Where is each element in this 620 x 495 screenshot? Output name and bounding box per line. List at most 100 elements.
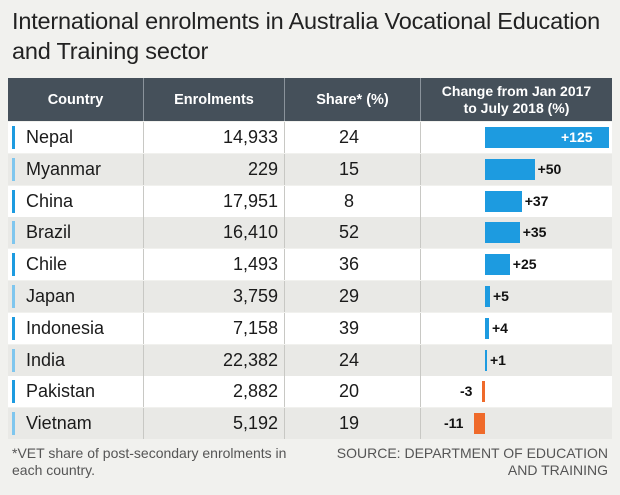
column-divider bbox=[143, 153, 144, 185]
column-divider bbox=[284, 312, 285, 344]
change-label: +37 bbox=[524, 192, 549, 209]
column-divider bbox=[420, 312, 421, 344]
change-bar bbox=[474, 413, 485, 435]
change-label: +50 bbox=[537, 160, 562, 177]
column-divider bbox=[420, 344, 421, 376]
column-divider bbox=[420, 408, 421, 440]
change-label: +4 bbox=[491, 319, 508, 336]
enrolments-cell: 17,951 bbox=[222, 190, 278, 211]
share-cell: 8 bbox=[343, 190, 354, 211]
header-share: Share* (%) bbox=[316, 91, 389, 108]
column-divider bbox=[420, 122, 421, 153]
table-row: Vietnam 5,192 19 -11 bbox=[8, 408, 612, 440]
country-cell: Japan bbox=[26, 286, 76, 306]
column-divider bbox=[284, 122, 285, 153]
enrolments-cell: 2,882 bbox=[232, 381, 278, 402]
header-divider bbox=[143, 78, 144, 121]
share-cell: 36 bbox=[338, 254, 360, 275]
change-bar bbox=[485, 286, 490, 307]
enrolments-cell: 5,192 bbox=[232, 413, 278, 434]
country-cell: India bbox=[26, 349, 66, 370]
share-cell: 24 bbox=[338, 127, 360, 147]
change-label: +5 bbox=[492, 288, 509, 304]
column-divider bbox=[420, 249, 421, 281]
column-divider bbox=[420, 217, 421, 249]
enrolments-cell: 1,493 bbox=[232, 254, 278, 275]
table-row: Nepal 14,933 24 +125 bbox=[8, 122, 612, 153]
enrolments-cell: 229 bbox=[247, 158, 278, 179]
change-bar bbox=[485, 254, 510, 276]
chart-title: International enrolments in Australia Vo… bbox=[12, 8, 601, 64]
enrolments-cell: 14,933 bbox=[222, 127, 278, 147]
column-divider bbox=[420, 376, 421, 408]
enrolments-cell: 16,410 bbox=[222, 222, 278, 243]
country-cell: Brazil bbox=[26, 222, 72, 243]
change-bar bbox=[485, 158, 535, 180]
table-row: Indonesia 7,158 39 +4 bbox=[8, 312, 612, 344]
country-cell: Myanmar bbox=[26, 158, 102, 179]
change-label: +1 bbox=[490, 351, 506, 368]
change-bar bbox=[485, 190, 522, 212]
share-cell: 39 bbox=[338, 317, 360, 338]
header-enrolments: Enrolments bbox=[174, 91, 254, 108]
country-cell: Vietnam bbox=[26, 413, 92, 434]
row-accent-marker bbox=[12, 126, 15, 149]
row-accent-marker bbox=[12, 285, 15, 308]
country-cell: Indonesia bbox=[26, 317, 105, 338]
row-accent-marker bbox=[12, 157, 15, 181]
change-label: +25 bbox=[512, 256, 537, 273]
row-accent-marker bbox=[12, 316, 15, 340]
row-accent-marker bbox=[12, 221, 15, 245]
column-divider bbox=[143, 376, 144, 408]
header-divider bbox=[284, 78, 285, 121]
change-bar bbox=[485, 317, 489, 339]
country-cell: Pakistan bbox=[26, 381, 96, 402]
country-cell: Nepal bbox=[26, 127, 74, 147]
column-divider bbox=[284, 376, 285, 408]
column-divider bbox=[284, 217, 285, 249]
header-country: Country bbox=[47, 91, 104, 108]
column-divider bbox=[420, 153, 421, 185]
share-cell: 52 bbox=[338, 222, 360, 243]
table-row: Japan 3,759 29 +5 bbox=[8, 281, 612, 312]
column-divider bbox=[284, 153, 285, 185]
change-label: -3 bbox=[460, 383, 473, 400]
share-cell: 24 bbox=[338, 349, 360, 370]
country-cell: China bbox=[26, 190, 74, 211]
table-row: India 22,382 24 +1 bbox=[8, 344, 612, 376]
change-bar bbox=[485, 349, 487, 371]
share-cell: 15 bbox=[338, 158, 360, 179]
column-divider bbox=[284, 344, 285, 376]
change-label: -11 bbox=[444, 415, 464, 432]
row-accent-marker bbox=[12, 380, 15, 404]
country-cell: Chile bbox=[26, 254, 68, 275]
column-divider bbox=[143, 281, 144, 312]
share-cell: 20 bbox=[338, 381, 360, 402]
change-bar bbox=[485, 127, 609, 148]
column-divider bbox=[143, 408, 144, 440]
enrolments-cell: 7,158 bbox=[232, 317, 278, 338]
share-cell: 19 bbox=[338, 413, 360, 434]
enrolments-cell: 22,382 bbox=[222, 349, 278, 370]
enrolments-cell: 3,759 bbox=[232, 286, 278, 306]
column-divider bbox=[284, 185, 285, 217]
change-bar bbox=[482, 381, 485, 403]
row-accent-marker bbox=[12, 412, 15, 436]
header-change: Change from Jan 2017 to July 2018 (%) bbox=[421, 78, 612, 121]
column-divider bbox=[143, 185, 144, 217]
header-change-line1: Change from Jan 2017 bbox=[441, 82, 592, 99]
row-accent-marker bbox=[12, 189, 15, 213]
header-divider bbox=[420, 78, 421, 121]
column-divider bbox=[284, 408, 285, 440]
enrolments-table: Country Enrolments Share* (%) Change fro… bbox=[8, 78, 612, 440]
column-divider bbox=[420, 185, 421, 217]
column-divider bbox=[143, 344, 144, 376]
header-change-line2: to July 2018 (%) bbox=[463, 99, 570, 116]
column-divider bbox=[143, 217, 144, 249]
change-label: +35 bbox=[522, 224, 547, 241]
footnote: *VET share of post-secondary enrolments … bbox=[12, 445, 287, 478]
table-row: Pakistan 2,882 20 -3 bbox=[8, 376, 612, 408]
column-divider bbox=[420, 281, 421, 312]
row-accent-marker bbox=[12, 253, 15, 277]
column-divider bbox=[143, 249, 144, 281]
